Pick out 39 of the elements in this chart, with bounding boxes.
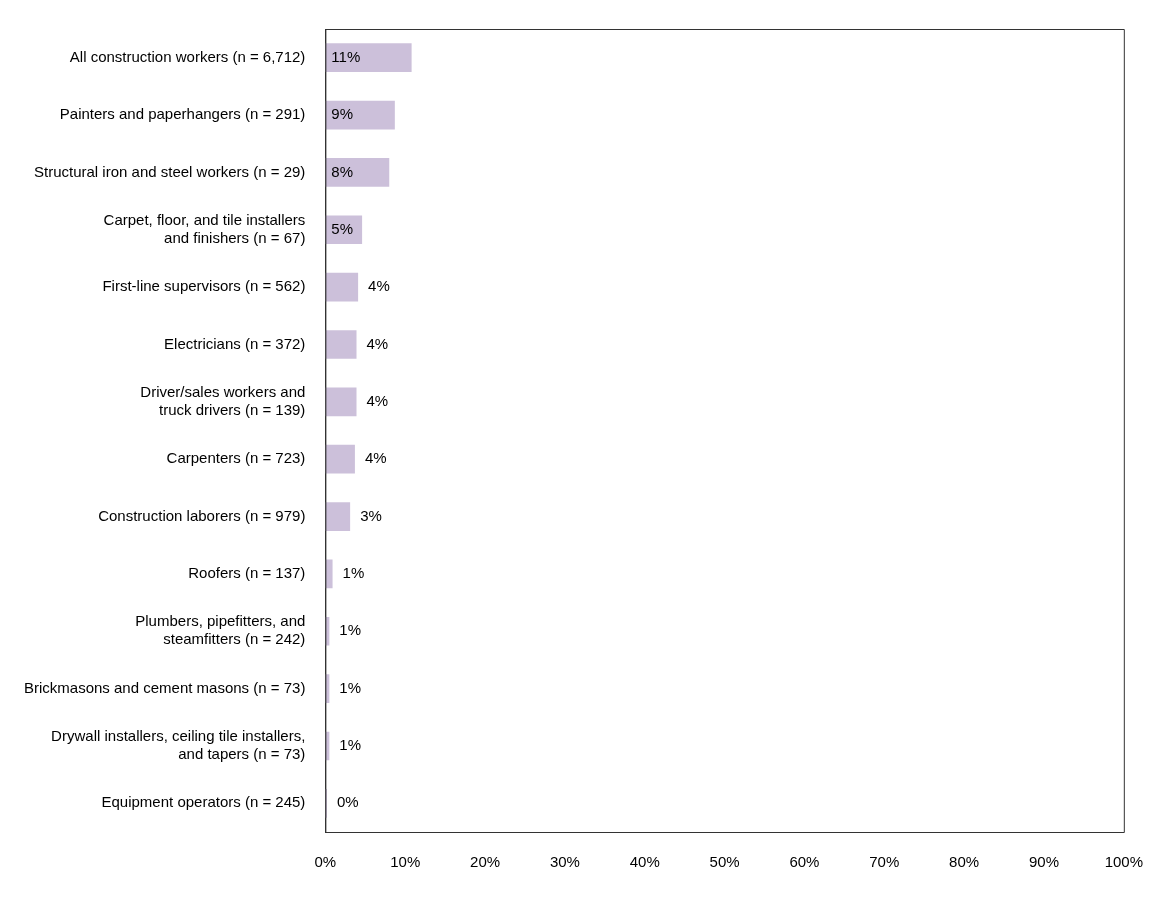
y-tick-label: Roofers (n = 137) bbox=[188, 564, 306, 582]
data-label: 4% bbox=[366, 334, 389, 352]
data-label: 0% bbox=[336, 793, 359, 811]
data-label: 5% bbox=[331, 219, 354, 237]
y-tick-label: Painters and paperhangers (n = 291) bbox=[59, 105, 306, 123]
data-label: 1% bbox=[342, 564, 365, 582]
x-tick-label: 10% bbox=[390, 853, 421, 871]
y-tick-label: Driver/sales workers and truck drivers (n = 139) bbox=[140, 382, 306, 418]
x-tick-label: 80% bbox=[949, 853, 980, 871]
x-tick-label: 40% bbox=[629, 853, 660, 871]
y-tick-label: Electricians (n = 372) bbox=[164, 334, 306, 352]
x-tick-label: 30% bbox=[549, 853, 580, 871]
y-tick-label: Carpenters (n = 723) bbox=[166, 449, 306, 467]
y-tick-label: All construction workers (n = 6,712) bbox=[69, 47, 306, 65]
data-label: 4% bbox=[368, 277, 390, 295]
y-tick-label: Brickmasons and cement masons (n = 73) bbox=[24, 678, 306, 696]
data-label: 8% bbox=[331, 162, 354, 180]
y-tick-label: Structural iron and steel workers (n = 29) bbox=[34, 162, 306, 180]
y-tick-label: Carpet, floor, and tile installers and finishers (n = 67) bbox=[103, 210, 306, 246]
x-tick-label: 20% bbox=[470, 853, 501, 871]
data-label: 9% bbox=[331, 105, 354, 123]
data-label: 3% bbox=[360, 506, 382, 524]
x-tick-label: 50% bbox=[709, 853, 740, 871]
data-label: 4% bbox=[366, 391, 389, 409]
y-tick-label: First-line supervisors (n = 562) bbox=[102, 277, 306, 295]
x-tick-label: 70% bbox=[869, 853, 900, 871]
data-label: 4% bbox=[364, 449, 387, 467]
x-tick-label: 0% bbox=[314, 853, 337, 871]
y-tick-label: Construction laborers (n = 979) bbox=[98, 506, 306, 524]
data-label: 11% bbox=[331, 47, 361, 65]
x-tick-label: 90% bbox=[1028, 853, 1059, 871]
data-label: 1% bbox=[339, 678, 362, 696]
x-tick-label: 60% bbox=[789, 853, 820, 871]
y-tick-label: Drywall installers, ceiling tile installers, and tapers (n = 73) bbox=[51, 727, 306, 763]
y-tick-label: Plumbers, pipefitters, and steamfitters (n = 242) bbox=[135, 612, 306, 648]
y-tick-label: Equipment operators (n = 245) bbox=[101, 793, 306, 811]
x-tick-label: 100% bbox=[1104, 853, 1144, 871]
data-label: 1% bbox=[339, 621, 362, 639]
data-label: 1% bbox=[339, 736, 362, 754]
